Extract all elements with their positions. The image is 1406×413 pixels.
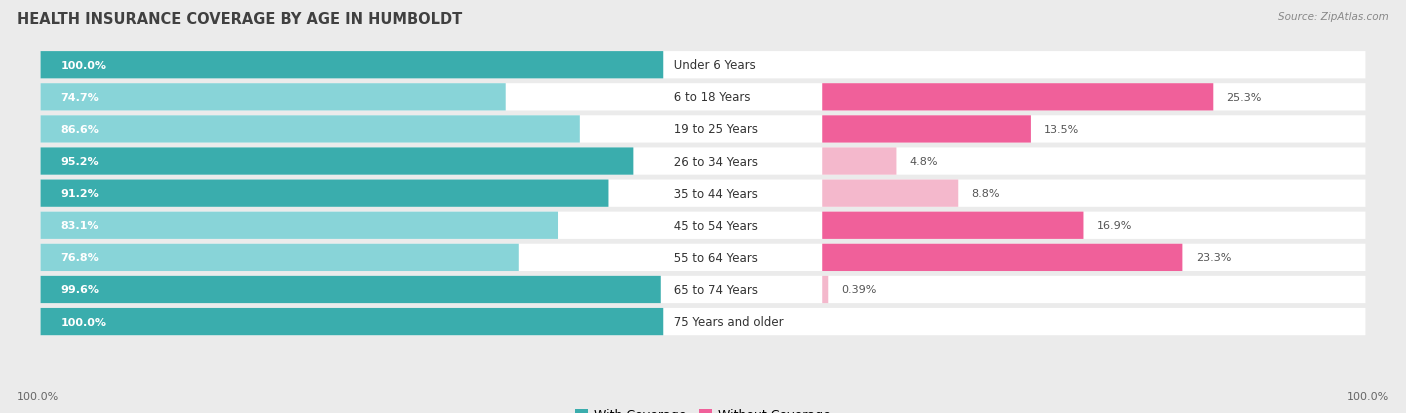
FancyBboxPatch shape [41,212,558,239]
FancyBboxPatch shape [41,276,661,304]
Text: Under 6 Years: Under 6 Years [669,59,759,72]
FancyBboxPatch shape [823,148,897,175]
FancyBboxPatch shape [823,244,1182,271]
Text: 0.39%: 0.39% [842,285,877,295]
Text: 91.2%: 91.2% [60,189,100,199]
Text: Source: ZipAtlas.com: Source: ZipAtlas.com [1278,12,1389,22]
FancyBboxPatch shape [41,276,1365,304]
FancyBboxPatch shape [823,276,828,304]
FancyBboxPatch shape [41,116,1365,143]
Text: 45 to 54 Years: 45 to 54 Years [669,219,762,232]
Text: 13.5%: 13.5% [1045,125,1080,135]
FancyBboxPatch shape [41,308,664,335]
FancyBboxPatch shape [41,52,664,79]
FancyBboxPatch shape [41,84,506,111]
Text: 16.9%: 16.9% [1097,221,1132,231]
FancyBboxPatch shape [41,116,579,143]
FancyBboxPatch shape [41,212,1365,239]
FancyBboxPatch shape [41,148,1365,175]
Text: 55 to 64 Years: 55 to 64 Years [669,251,762,264]
Text: 19 to 25 Years: 19 to 25 Years [669,123,762,136]
Text: 23.3%: 23.3% [1195,253,1232,263]
Text: 4.8%: 4.8% [910,157,938,167]
FancyBboxPatch shape [41,244,519,271]
FancyBboxPatch shape [41,148,633,175]
Text: 100.0%: 100.0% [1347,391,1389,401]
FancyBboxPatch shape [41,180,1365,207]
FancyBboxPatch shape [41,308,1365,335]
Text: 100.0%: 100.0% [17,391,59,401]
Text: 65 to 74 Years: 65 to 74 Years [669,283,762,296]
Legend: With Coverage, Without Coverage: With Coverage, Without Coverage [571,404,835,413]
Text: 35 to 44 Years: 35 to 44 Years [669,187,762,200]
Text: HEALTH INSURANCE COVERAGE BY AGE IN HUMBOLDT: HEALTH INSURANCE COVERAGE BY AGE IN HUMB… [17,12,463,27]
Text: 6 to 18 Years: 6 to 18 Years [669,91,754,104]
FancyBboxPatch shape [823,212,1084,239]
FancyBboxPatch shape [823,116,1031,143]
FancyBboxPatch shape [41,180,609,207]
Text: 95.2%: 95.2% [60,157,98,167]
FancyBboxPatch shape [823,180,959,207]
FancyBboxPatch shape [41,244,1365,271]
FancyBboxPatch shape [41,52,1365,79]
Text: 100.0%: 100.0% [60,317,107,327]
Text: 100.0%: 100.0% [60,61,107,71]
Text: 86.6%: 86.6% [60,125,100,135]
Text: 75 Years and older: 75 Years and older [669,315,787,328]
FancyBboxPatch shape [823,84,1213,111]
Text: 76.8%: 76.8% [60,253,100,263]
Text: 83.1%: 83.1% [60,221,98,231]
Text: 99.6%: 99.6% [60,285,100,295]
FancyBboxPatch shape [41,84,1365,111]
Text: 25.3%: 25.3% [1226,93,1263,102]
Text: 74.7%: 74.7% [60,93,100,102]
Text: 26 to 34 Years: 26 to 34 Years [669,155,762,168]
Text: 8.8%: 8.8% [972,189,1000,199]
